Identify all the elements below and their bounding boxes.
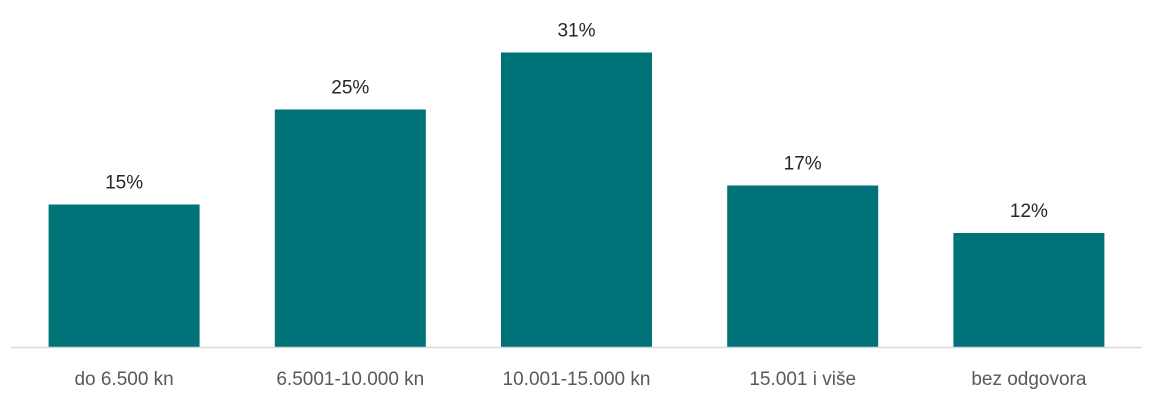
- data-label-5: 12%: [1010, 201, 1048, 222]
- bar-5: [953, 233, 1105, 347]
- data-label-1: 15%: [105, 173, 143, 194]
- data-label-3: 31%: [557, 21, 595, 42]
- bar-2: [274, 109, 426, 347]
- bar-3: [501, 52, 652, 347]
- x-tick-label-3: 10.001-15.000 kn: [503, 369, 651, 390]
- x-tick-label-5: bez odgovora: [971, 369, 1087, 390]
- x-tick-label-1: do 6.500 kn: [74, 369, 173, 390]
- bar-4: [727, 185, 879, 347]
- data-label-4: 17%: [784, 154, 822, 175]
- category-labels-group: do 6.500 kn 6.5001-10.000 kn 10.001-15.000…: [74, 369, 1086, 390]
- value-labels-group: 15% 25% 31% 17% 12%: [105, 21, 1048, 223]
- bars-group: [48, 52, 1105, 347]
- x-tick-label-4: 15.001 i više: [749, 369, 856, 390]
- bar-1: [48, 204, 200, 347]
- data-label-2: 25%: [331, 78, 369, 99]
- x-tick-label-2: 6.5001-10.000 kn: [276, 369, 424, 390]
